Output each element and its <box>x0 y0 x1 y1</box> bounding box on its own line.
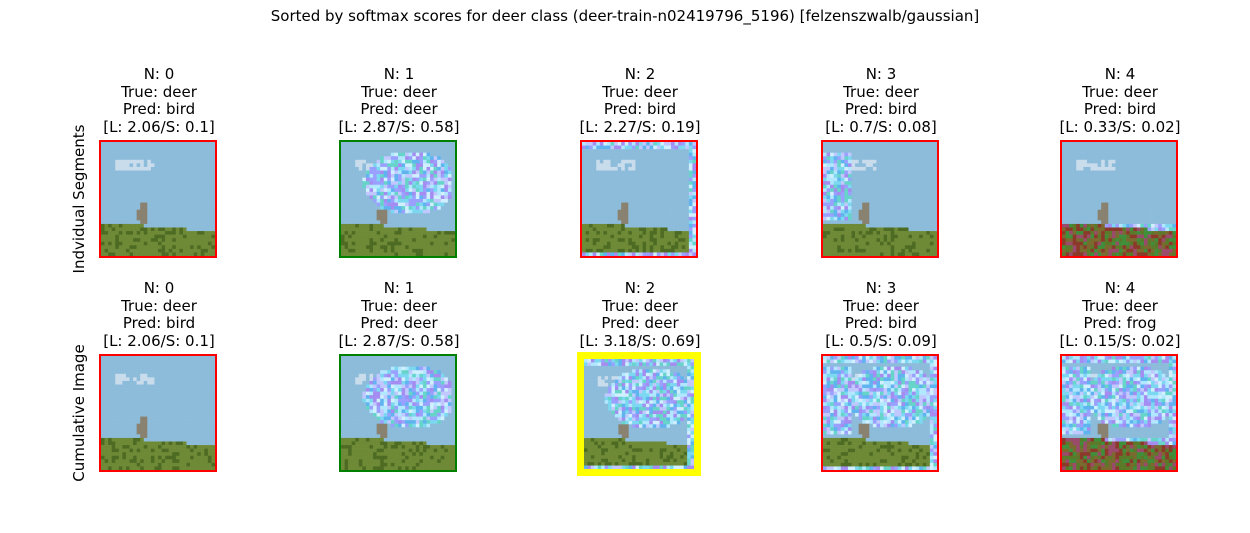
panel-pred-label-text: Pred: bird <box>761 315 1001 333</box>
panel-index-text: N: 2 <box>520 66 760 84</box>
panel-index-text: N: 3 <box>761 280 1001 298</box>
panel-true-label-text: True: deer <box>761 298 1001 316</box>
panel-pred-label-text: Pred: bird <box>520 101 760 119</box>
panel-scores-text: [L: 0.15/S: 0.02] <box>1000 333 1240 351</box>
segment-image <box>339 140 457 258</box>
panel-index-text: N: 0 <box>39 280 279 298</box>
panel-index-text: N: 2 <box>520 280 760 298</box>
panel-pred-label-text: Pred: bird <box>39 315 279 333</box>
panel-scores-text: [L: 3.18/S: 0.69] <box>520 333 760 351</box>
panel-pred-label-text: Pred: deer <box>279 315 519 333</box>
panel-scores-text: [L: 0.33/S: 0.02] <box>1000 119 1240 137</box>
panel-scores-text: [L: 2.87/S: 0.58] <box>279 119 519 137</box>
segment-image-pixels <box>341 142 455 256</box>
panel-true-label-text: True: deer <box>279 84 519 102</box>
panel-index-text: N: 4 <box>1000 280 1240 298</box>
segment-image <box>577 352 701 476</box>
panel-scores-text: [L: 2.27/S: 0.19] <box>520 119 760 137</box>
panel-true-label-text: True: deer <box>39 298 279 316</box>
segment-image <box>580 140 698 258</box>
panel-pred-label-text: Pred: deer <box>520 315 760 333</box>
panel-pred-label-text: Pred: deer <box>279 101 519 119</box>
panel-index-text: N: 4 <box>1000 66 1240 84</box>
segment-image <box>1060 354 1178 472</box>
panel-pred-label-text: Pred: bird <box>39 101 279 119</box>
segment-image <box>821 140 939 258</box>
panel-true-label-text: True: deer <box>39 84 279 102</box>
segment-image-pixels <box>1062 142 1176 256</box>
segment-image-pixels <box>101 142 215 256</box>
panel-true-label-text: True: deer <box>761 84 1001 102</box>
panel-true-label-text: True: deer <box>1000 84 1240 102</box>
panel-scores-text: [L: 0.7/S: 0.08] <box>761 119 1001 137</box>
segment-image-pixels <box>341 356 455 470</box>
panel-pred-label-text: Pred: bird <box>761 101 1001 119</box>
segment-image-pixels <box>582 142 696 256</box>
panel-true-label-text: True: deer <box>279 298 519 316</box>
panel-index-text: N: 1 <box>279 66 519 84</box>
segment-image-pixels <box>823 356 937 470</box>
figure-title: Sorted by softmax scores for deer class … <box>0 7 1250 25</box>
segment-image <box>99 140 217 258</box>
panel-true-label-text: True: deer <box>520 298 760 316</box>
segment-image <box>821 354 939 472</box>
panel-index-text: N: 3 <box>761 66 1001 84</box>
panel-scores-text: [L: 0.5/S: 0.09] <box>761 333 1001 351</box>
panel-index-text: N: 0 <box>39 66 279 84</box>
panel-true-label-text: True: deer <box>520 84 760 102</box>
panel-scores-text: [L: 2.06/S: 0.1] <box>39 119 279 137</box>
panel-index-text: N: 1 <box>279 280 519 298</box>
panel-scores-text: [L: 2.06/S: 0.1] <box>39 333 279 351</box>
segment-image <box>1060 140 1178 258</box>
panel-scores-text: [L: 2.87/S: 0.58] <box>279 333 519 351</box>
panel-true-label-text: True: deer <box>1000 298 1240 316</box>
panel-pred-label-text: Pred: bird <box>1000 101 1240 119</box>
segment-image-pixels <box>1062 356 1176 470</box>
segment-image <box>99 354 217 472</box>
segment-image-pixels <box>101 356 215 470</box>
segment-image-pixels <box>823 142 937 256</box>
panel-pred-label-text: Pred: frog <box>1000 315 1240 333</box>
segment-image-pixels <box>584 359 694 469</box>
segment-image <box>339 354 457 472</box>
